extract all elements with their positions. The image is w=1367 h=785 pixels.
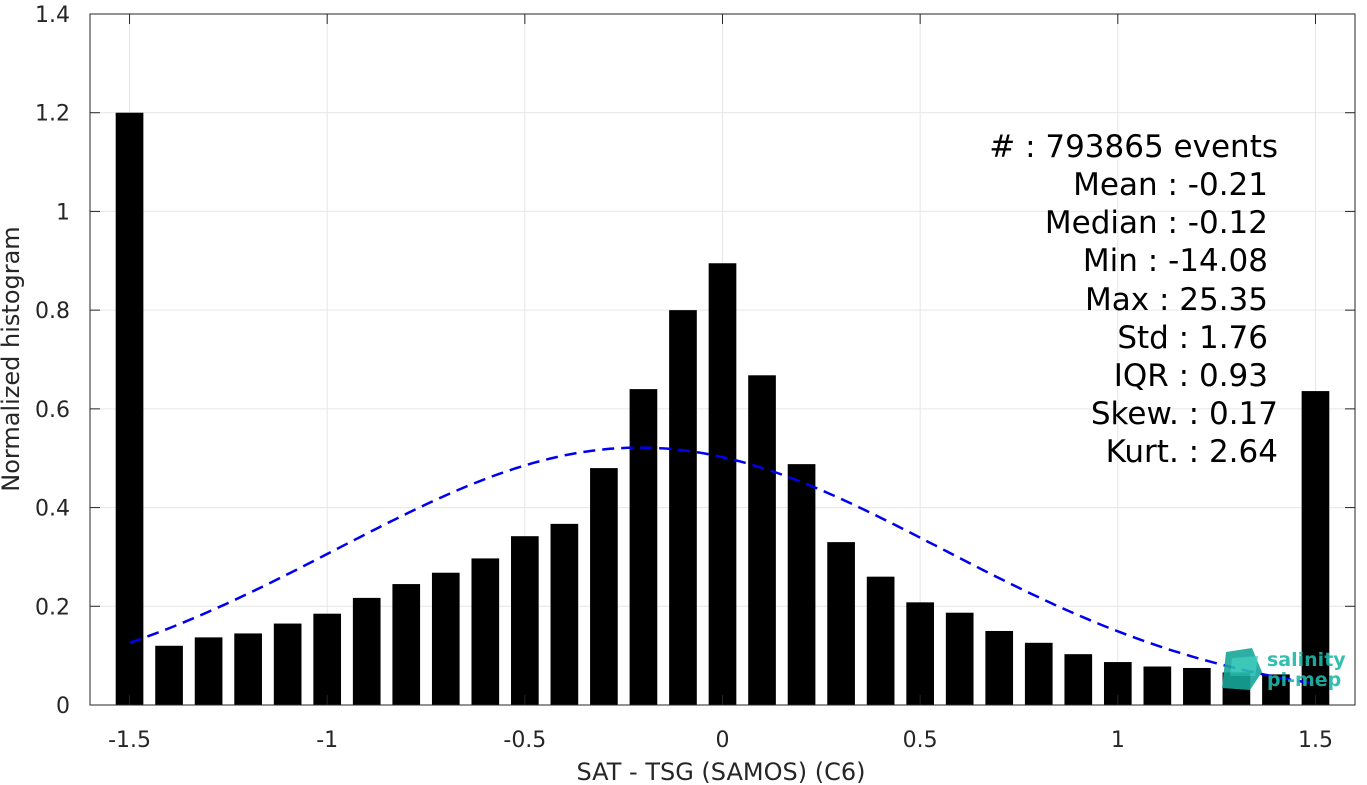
stat-kurt: Kurt. : 2.64 <box>1106 434 1278 470</box>
stat-skew: Skew. : 0.17 <box>1091 396 1278 432</box>
histogram-bar <box>1064 654 1093 705</box>
histogram-bar <box>1024 642 1053 705</box>
histogram-bar <box>1183 667 1211 705</box>
histogram-bar <box>866 576 895 705</box>
stat-iqr: IQR : 0.93 <box>1114 358 1268 394</box>
histogram-bar <box>550 523 579 705</box>
histogram-bar <box>431 572 460 705</box>
stat-max: Max : 25.35 <box>1085 282 1268 318</box>
histogram-bar <box>985 630 1014 705</box>
histogram-bar <box>511 536 539 705</box>
x-tick-label: 0.5 <box>903 728 938 753</box>
x-tick-label: -0.5 <box>503 728 546 753</box>
logo-cube-face-icon <box>1230 656 1258 676</box>
histogram-bar <box>352 597 381 705</box>
histogram-bar <box>194 637 223 705</box>
y-tick-label: 0.6 <box>35 398 70 423</box>
histogram-bar <box>748 375 776 705</box>
y-tick-label: 1 <box>56 200 70 225</box>
y-tick-label: 0.8 <box>35 299 70 324</box>
stat-min: Min : -14.08 <box>1083 243 1268 279</box>
x-tick-label: 0 <box>716 728 730 753</box>
y-tick-label: 1.2 <box>35 102 70 127</box>
y-axis-label: Normalized histogram <box>0 226 25 491</box>
histogram-bar <box>313 613 342 705</box>
x-axis-ticks: -1.5 -1 -0.5 0 0.5 1 1.5 <box>108 14 1333 753</box>
histogram-bar <box>273 623 302 705</box>
x-tick-label: 1 <box>1111 728 1125 753</box>
y-tick-label: 0 <box>56 694 70 719</box>
histogram-bar <box>827 542 855 705</box>
histogram-bar <box>234 633 262 705</box>
histogram-bar <box>669 310 697 705</box>
y-axis-ticks: 0 0.2 0.4 0.6 0.8 1 1.2 1.4 <box>35 3 1355 719</box>
histogram-bar <box>392 584 421 705</box>
histogram-bar <box>471 558 500 705</box>
histogram-bar <box>629 389 658 705</box>
histogram-bar <box>155 645 183 705</box>
stat-median: Median : -0.12 <box>1045 205 1268 241</box>
histogram-bar <box>945 612 974 705</box>
histogram-bar <box>906 602 934 705</box>
bar-series <box>115 112 1330 705</box>
histogram-bar <box>787 464 816 705</box>
normal-fit-curve <box>129 446 1316 686</box>
stat-std: Std : 1.76 <box>1117 320 1268 356</box>
y-tick-label: 1.4 <box>35 3 70 28</box>
grid-lines <box>90 13 1355 706</box>
statistics-box: # : 793865 events Mean : -0.21 Median : … <box>989 129 1278 470</box>
x-tick-label: -1 <box>316 728 338 753</box>
y-tick-label: 0.2 <box>35 595 70 620</box>
histogram-bar <box>708 263 737 705</box>
y-tick-label: 0.4 <box>35 497 70 522</box>
histogram-bar <box>115 112 144 705</box>
stat-events: # : 793865 events <box>989 129 1278 165</box>
stat-mean: Mean : -0.21 <box>1073 167 1268 203</box>
fit-curve-layer <box>129 446 1316 686</box>
salinity-pimep-logo: salinity pi-mep <box>1222 648 1346 691</box>
x-tick-label: -1.5 <box>108 728 151 753</box>
logo-text-pimep: pi-mep <box>1267 669 1341 691</box>
histogram-bar <box>1143 666 1172 705</box>
histogram-bar <box>590 468 618 705</box>
x-axis-label: SAT - TSG (SAMOS) (C6) <box>577 758 866 785</box>
histogram-bar <box>1301 391 1330 705</box>
x-tick-label: 1.5 <box>1298 728 1333 753</box>
logo-text-salinity: salinity <box>1267 649 1346 671</box>
